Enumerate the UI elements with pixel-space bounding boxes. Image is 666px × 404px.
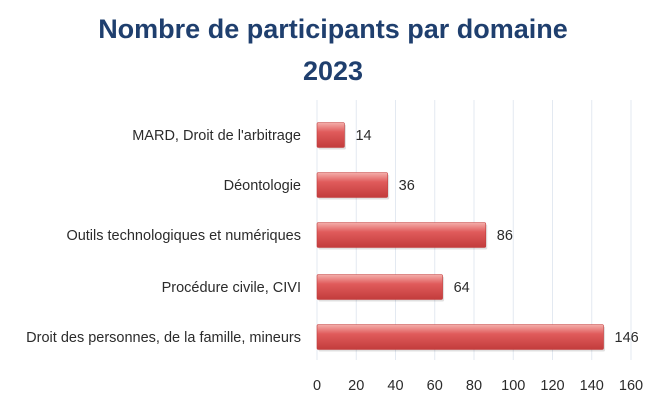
chart-subtitle: 2023 <box>303 56 363 86</box>
bar <box>316 324 604 350</box>
category-label: Déontologie <box>224 178 301 194</box>
x-tick-label: 120 <box>540 378 564 394</box>
bar <box>316 122 345 148</box>
category-label: MARD, Droit de l'arbitrage <box>132 128 301 144</box>
x-tick-label: 40 <box>387 378 403 394</box>
x-tick-label: 60 <box>427 378 443 394</box>
x-tick-label: 100 <box>501 378 525 394</box>
bar <box>316 172 388 198</box>
x-tick-label: 140 <box>580 378 604 394</box>
chart-title: Nombre de participants par domaine <box>98 14 568 44</box>
x-tick-label: 80 <box>466 378 482 394</box>
bar <box>316 222 487 248</box>
category-label: Procédure civile, CIVI <box>162 280 301 296</box>
value-labels: 14 36 86 64 146 <box>355 128 638 346</box>
x-tick-label: 20 <box>348 378 364 394</box>
category-label: Droit des personnes, de la famille, mine… <box>26 330 301 346</box>
value-label: 86 <box>497 228 513 244</box>
value-label: 36 <box>399 178 415 194</box>
bar <box>316 274 443 300</box>
x-tick-label: 0 <box>313 378 321 394</box>
value-label: 64 <box>454 280 470 296</box>
category-labels: MARD, Droit de l'arbitrage Déontologie Out… <box>26 128 301 346</box>
category-label: Outils technologiques et numériques <box>66 228 301 244</box>
value-label: 14 <box>355 128 371 144</box>
x-tick-label: 160 <box>619 378 643 394</box>
value-label: 146 <box>615 330 639 346</box>
x-axis-ticks: 0 20 40 60 80 100 120 140 160 <box>313 378 643 394</box>
bars <box>316 122 606 352</box>
